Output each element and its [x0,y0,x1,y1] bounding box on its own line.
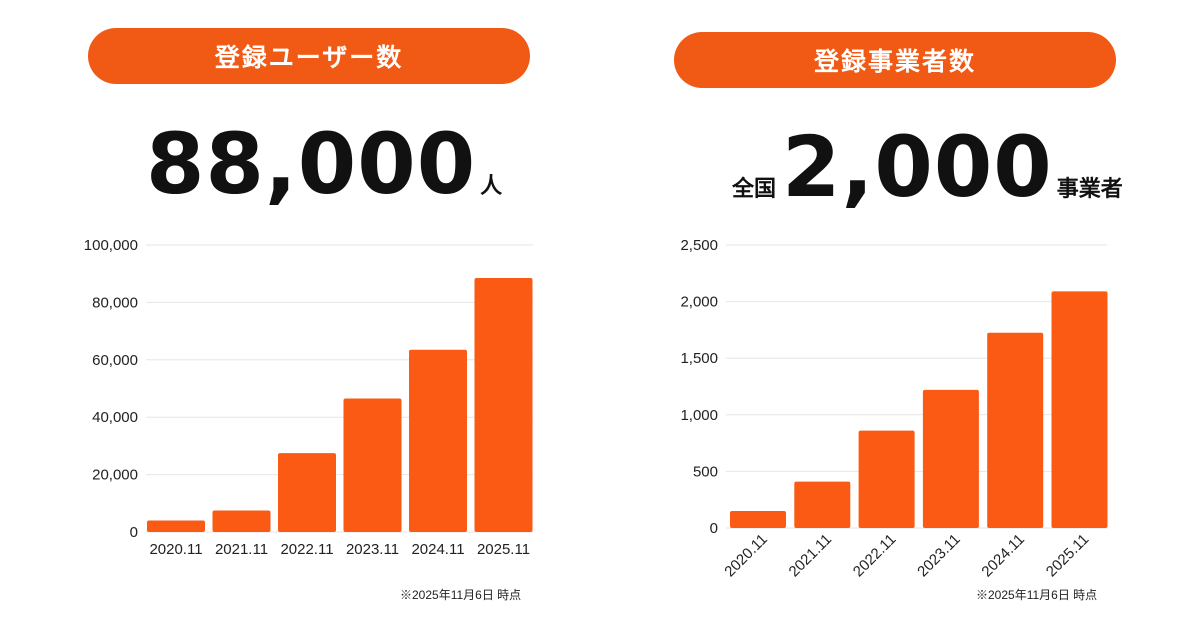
x-tick-label: 2023.11 [346,541,399,558]
x-tick-label: 2024.11 [978,531,1028,581]
y-tick-label: 2,000 [680,294,718,311]
y-tick-label: 1,000 [680,407,718,424]
x-tick-label: 2025.11 [1043,531,1093,581]
y-tick-label: 20,000 [92,467,138,484]
business-count-unit: 事業者 [1056,177,1123,202]
bar [922,389,979,528]
business-count-prefix: 全国 [732,177,777,202]
y-tick-label: 1,500 [680,350,718,367]
x-tick-label: 2020.11 [721,531,771,581]
business-count-headline: 全国 2,000 事業者 [732,125,1123,209]
bar [278,453,336,532]
x-tick-label: 2021.11 [215,541,268,558]
x-tick-label: 2022.11 [280,541,333,558]
y-tick-label: 500 [693,463,718,480]
bar [147,520,205,532]
user-count-unit: 人 [480,174,503,199]
bar [730,511,786,528]
y-tick-label: 0 [130,524,138,541]
x-tick-label: 2021.11 [786,531,836,581]
bar [858,430,915,528]
business-count-title: 登録事業者数 [674,32,1116,88]
y-tick-label: 40,000 [92,409,138,426]
x-tick-label: 2025.11 [477,541,530,558]
bar [343,398,402,532]
x-tick-label: 2024.11 [411,541,464,558]
y-tick-label: 0 [710,520,718,537]
business-count-footnote: ※2025年11月6日 時点 [976,588,1098,602]
bar [212,510,271,532]
bar [1051,291,1108,528]
business-count-number: 2,000 [782,118,1053,216]
bar [409,349,467,532]
y-tick-label: 100,000 [84,237,138,254]
y-tick-label: 80,000 [92,294,138,311]
user-count-number: 88,000 [146,115,477,213]
user-count-title: 登録ユーザー数 [88,28,530,84]
x-tick-label: 2023.11 [914,531,964,581]
bar [987,332,1044,528]
user-count-headline: 88,000 人 [146,122,502,206]
x-tick-label: 2020.11 [149,541,202,558]
user-count-footnote: ※2025年11月6日 時点 [400,588,522,602]
x-tick-label: 2022.11 [850,531,900,581]
y-tick-label: 2,500 [680,237,718,254]
bar [474,278,533,532]
bar [794,481,851,528]
y-tick-label: 60,000 [92,352,138,369]
